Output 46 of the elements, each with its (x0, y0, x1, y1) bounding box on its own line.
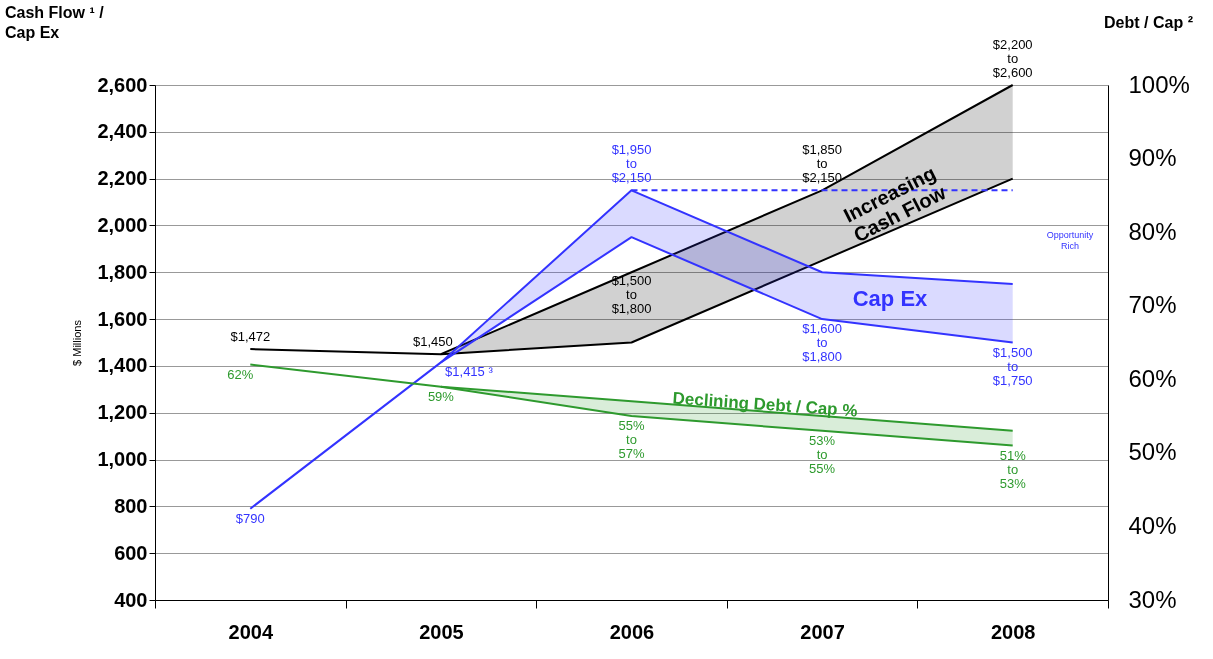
data-label: $1,500 to $1,800 (611, 272, 652, 316)
data-label: $1,500 to $1,750 (992, 344, 1033, 388)
data-label: $1,472 (230, 329, 271, 345)
annotation: Declining Debt / Cap % (672, 388, 859, 421)
y2-tick-label: 60% (1128, 364, 1177, 392)
y-tick-label: 400 (114, 588, 148, 611)
y-tick-label: 2,600 (97, 73, 148, 96)
x-tick-label: 2005 (419, 620, 464, 643)
y2-tick-label: 100% (1128, 70, 1190, 98)
y-tick-label: 2,200 (97, 167, 148, 190)
annotation: $1,850 to $2,150 (802, 142, 842, 186)
x-tick-label: 2007 (800, 620, 845, 643)
y2-tick-label: 50% (1128, 438, 1177, 466)
y-tick-label: 1,400 (97, 354, 148, 377)
y-axis-title: $ Millions (71, 319, 84, 366)
data-label: 51% to 53% (999, 447, 1027, 491)
data-label: 55% to 57% (618, 418, 645, 462)
y2-tick-label: 70% (1128, 291, 1177, 319)
y-tick-label: 600 (114, 541, 148, 564)
x-tick-label: 2006 (609, 620, 655, 643)
data-label: 62% (227, 366, 254, 382)
data-label: 53% to 55% (809, 432, 836, 476)
y2-tick-label: 90% (1128, 144, 1177, 172)
y-tick-label: 1,200 (97, 401, 148, 424)
data-label: $790 (235, 510, 265, 526)
data-label: $1,415 ³ (445, 364, 494, 380)
y-tick-label: 1,000 (97, 448, 148, 471)
y-tick-label: 2,000 (97, 213, 148, 236)
data-label: $1,450 (413, 334, 453, 350)
annotation: $1,950 to $2,150 (611, 142, 652, 186)
x-tick-label: 2008 (990, 620, 1036, 643)
y-tick-label: 800 (114, 494, 148, 517)
y-tick-label: 1,800 (97, 260, 148, 283)
y-tick-label: 2,400 (97, 120, 148, 143)
annotation: Cap Ex (852, 286, 929, 311)
chart-title: Cash Flow ¹ / Cap Ex (5, 4, 105, 41)
y2-axis-title: Debt / Cap ² (1104, 13, 1193, 31)
y2-tick-label: 30% (1128, 585, 1177, 613)
annotation: $2,200 to $2,600 (992, 37, 1033, 80)
y2-tick-label: 80% (1128, 217, 1177, 245)
y-tick-label: 1,600 (97, 307, 148, 330)
y2-tick-label: 40% (1128, 511, 1177, 539)
x-tick-label: 2004 (228, 620, 274, 643)
annotation: Opportunity Rich (1046, 230, 1094, 251)
data-label: 59% (427, 388, 455, 404)
data-label: $1,600 to $1,800 (802, 321, 842, 365)
